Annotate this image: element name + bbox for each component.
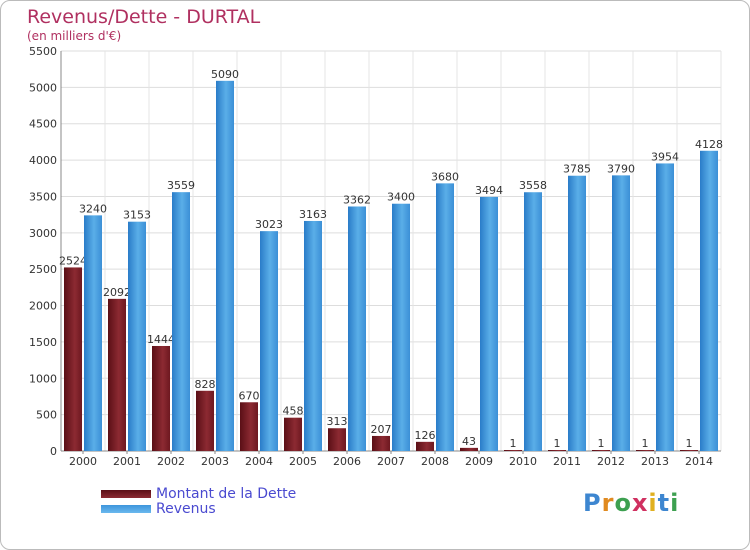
revenus-data-label: 3785 <box>563 163 591 176</box>
plot-area <box>61 51 721 451</box>
y-tick-label: 0 <box>50 445 57 458</box>
revenus-bar <box>656 163 674 451</box>
revenus-data-label: 5090 <box>211 68 239 81</box>
dette-data-label: 1 <box>598 437 605 450</box>
x-tick-label: 2008 <box>421 455 449 468</box>
revenus-data-label: 3362 <box>343 193 371 206</box>
revenus-bar <box>524 192 542 451</box>
revenus-bar <box>568 175 586 451</box>
dette-data-label: 126 <box>415 429 436 442</box>
revenus-bar <box>172 192 190 451</box>
y-tick-label: 2500 <box>29 263 57 276</box>
revenus-data-label: 3680 <box>431 170 459 183</box>
revenus-data-label: 3559 <box>167 179 195 192</box>
revenus-bar <box>700 150 718 452</box>
revenus-data-label: 3240 <box>79 202 107 215</box>
dette-bar <box>504 450 522 451</box>
legend-label-revenus: Revenus <box>156 501 216 517</box>
dette-bar <box>64 267 82 451</box>
revenus-data-label: 3163 <box>299 208 327 221</box>
dette-data-label: 1 <box>554 437 561 450</box>
revenus-data-label: 4128 <box>695 138 723 151</box>
revenus-data-label: 3494 <box>475 184 503 197</box>
dette-bar <box>328 428 346 451</box>
x-tick-label: 2010 <box>509 455 537 468</box>
dette-bar <box>372 435 390 451</box>
chart-subtitle: (en milliers d'€) <box>27 29 122 43</box>
legend-swatch-dette <box>101 490 151 498</box>
revenus-bar <box>348 206 366 451</box>
dette-data-label: 1 <box>510 437 517 450</box>
y-tick-label: 1500 <box>29 336 57 349</box>
chart-title: Revenus/Dette - DURTAL <box>27 6 261 28</box>
revenus-data-label: 3790 <box>607 162 635 175</box>
dette-bar <box>108 298 126 451</box>
dette-data-label: 1444 <box>147 333 175 346</box>
dette-bar <box>152 345 170 451</box>
x-tick-label: 2009 <box>465 455 493 468</box>
proxiti-logo: Proxiti <box>583 489 680 517</box>
revenus-bar <box>436 183 454 451</box>
y-tick-label: 4500 <box>29 118 57 131</box>
revenus-data-label: 3954 <box>651 150 679 163</box>
x-tick-label: 2000 <box>69 455 97 468</box>
dette-data-label: 313 <box>327 415 348 428</box>
y-tick-label: 3000 <box>29 227 57 240</box>
x-tick-label: 2011 <box>553 455 581 468</box>
legend-swatch-revenus <box>101 505 151 513</box>
x-tick-label: 2001 <box>113 455 141 468</box>
revenus-data-label: 3153 <box>123 209 151 222</box>
x-tick-label: 2002 <box>157 455 185 468</box>
y-tick-label: 5000 <box>29 81 57 94</box>
revenus-bar <box>304 220 322 451</box>
y-tick-label: 2000 <box>29 300 57 313</box>
dette-data-label: 1 <box>686 437 693 450</box>
dette-data-label: 670 <box>239 389 260 402</box>
dette-data-label: 828 <box>195 378 216 391</box>
dette-bar <box>416 441 434 451</box>
y-tick-label: 4000 <box>29 154 57 167</box>
dette-data-label: 1 <box>642 437 649 450</box>
dette-data-label: 458 <box>283 405 304 418</box>
dette-bar <box>636 450 654 451</box>
dette-bar <box>240 402 258 451</box>
x-tick-label: 2004 <box>245 455 273 468</box>
dette-data-label: 2092 <box>103 286 131 299</box>
legend-label-dette: Montant de la Dette <box>156 486 297 502</box>
dette-bar <box>680 450 698 451</box>
y-tick-label: 1000 <box>29 372 57 385</box>
x-tick-label: 2006 <box>333 455 361 468</box>
y-tick-label: 3500 <box>29 190 57 203</box>
x-tick-label: 2014 <box>685 455 713 468</box>
x-tick-label: 2012 <box>597 455 625 468</box>
dette-bar <box>548 450 566 451</box>
revenus-bar <box>260 231 278 451</box>
revenus-bar <box>612 175 630 451</box>
revenus-bar <box>392 203 410 451</box>
dette-data-label: 2524 <box>59 254 87 267</box>
x-tick-label: 2003 <box>201 455 229 468</box>
dette-bar <box>196 390 214 451</box>
x-tick-label: 2005 <box>289 455 317 468</box>
dette-data-label: 207 <box>371 423 392 436</box>
revenus-bar <box>128 221 146 451</box>
dette-bar <box>460 447 478 451</box>
x-tick-label: 2007 <box>377 455 405 468</box>
y-tick-label: 5500 <box>29 45 57 58</box>
revenus-data-label: 3558 <box>519 179 547 192</box>
x-tick-label: 2013 <box>641 455 669 468</box>
revenus-bar <box>84 215 102 451</box>
dette-bar <box>592 450 610 451</box>
revenus-data-label: 3023 <box>255 218 283 231</box>
revenus-bar <box>480 196 498 451</box>
dette-data-label: 43 <box>462 435 476 448</box>
y-tick-label: 500 <box>36 409 57 422</box>
revenus-bar <box>216 80 234 452</box>
revenus-data-label: 3400 <box>387 191 415 204</box>
dette-bar <box>284 417 302 451</box>
